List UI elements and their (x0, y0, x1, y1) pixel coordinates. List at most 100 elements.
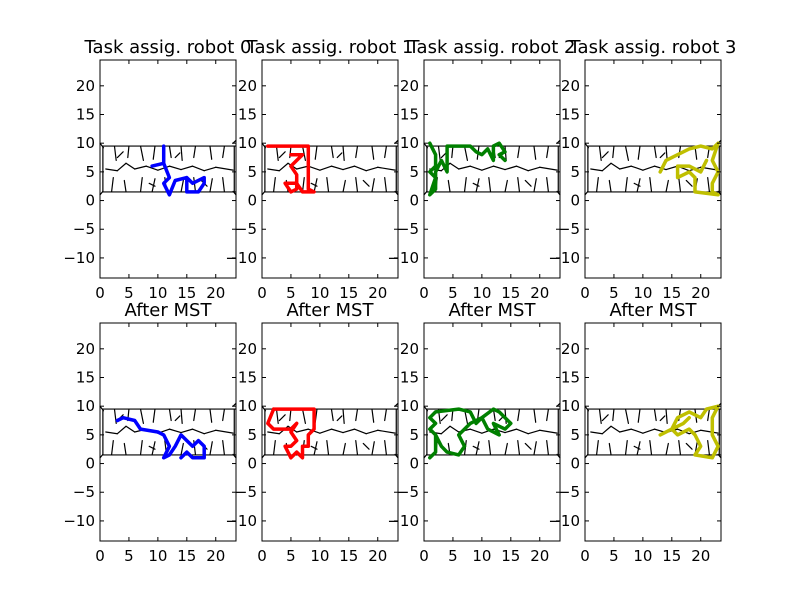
y-tick-label: 15 (238, 106, 257, 124)
y-tick-label: 5 (409, 426, 419, 444)
x-tick-label: 15 (501, 284, 520, 302)
maze-wall (296, 165, 309, 170)
maze-wall (642, 428, 656, 434)
maze-wall (517, 408, 521, 422)
x-tick-label: 5 (609, 547, 619, 565)
axes-frame (261, 322, 399, 542)
maze-wall (148, 182, 156, 187)
maze-wall (608, 442, 612, 456)
maze-wall (193, 177, 197, 193)
maze-wall (314, 145, 318, 160)
x-tick-label: 0 (580, 547, 590, 565)
y-tick-label: 15 (76, 369, 95, 387)
maze-wall (437, 145, 441, 161)
y-tick-label: 15 (238, 369, 257, 387)
maze-wall (707, 440, 711, 456)
y-tick-label: 15 (561, 369, 580, 387)
maze-wall (296, 428, 309, 433)
x-tick-label: 5 (124, 547, 134, 565)
maze-wall (685, 442, 693, 450)
y-tick-label: 5 (409, 163, 419, 181)
maze-wall (595, 177, 599, 193)
robot-path (150, 144, 206, 197)
x-tick-label: 10 (310, 547, 329, 565)
maze-wall (127, 145, 130, 159)
axes-frame (584, 59, 722, 279)
maze-wall (637, 408, 641, 423)
x-tick-label: 5 (448, 547, 458, 565)
subplot-2: 0 5 10 15 20 −10 −5 0 5 10 15 20 Task assig. robot 2 (387, 37, 575, 302)
subplot-6: 0 5 10 15 20 −10 −5 0 5 10 15 20 After MST (387, 300, 561, 565)
maze-wall (515, 165, 529, 172)
maze-wall (488, 177, 492, 193)
robot-path (115, 415, 206, 460)
maze-wall (180, 145, 183, 161)
y-tick-label: 5 (85, 426, 95, 444)
maze-wall (598, 145, 602, 161)
maze-wall (222, 145, 226, 159)
subplot-5: 0 5 10 15 20 −10 −5 0 5 10 15 20 After MST (225, 300, 399, 565)
y-tick-label: 0 (247, 455, 257, 473)
maze-wall (180, 442, 184, 456)
maze-wall (157, 165, 171, 171)
maze-wall (105, 431, 118, 435)
maze-wall (180, 179, 184, 193)
maze-wall (180, 428, 194, 434)
x-tick-label: 10 (472, 284, 491, 302)
axes-frame (99, 322, 237, 542)
x-tick-label: 15 (501, 547, 520, 565)
subplot-0: 0 5 10 15 20 −10 −5 0 5 10 15 20 Task assig. robot 0 (63, 37, 251, 302)
subplot-title: Task assig. robot 1 (246, 37, 414, 58)
maze-wall (533, 145, 537, 160)
maze-wall (342, 428, 356, 434)
maze-wall (517, 145, 521, 159)
maze-wall (99, 405, 105, 412)
maze-wall (463, 145, 469, 161)
maze-wall (504, 442, 508, 456)
maze-wall (301, 145, 307, 161)
maze-wall (105, 168, 118, 172)
robot-path (428, 407, 513, 460)
y-tick-label: −10 (548, 512, 580, 530)
maze-wall (180, 165, 194, 171)
maze-wall (180, 408, 183, 424)
maze-wall (707, 408, 711, 422)
maze-wall (168, 165, 182, 171)
maze-wall (310, 182, 318, 187)
maze-wall (139, 177, 143, 193)
maze-wall (595, 440, 599, 456)
y-tick-label: 0 (85, 455, 95, 473)
subplot-title: Task assig. robot 3 (569, 37, 737, 58)
maze-wall (601, 162, 612, 172)
maze-wall (488, 440, 492, 456)
plot-area (262, 60, 398, 278)
maze-wall (610, 425, 621, 433)
maze-wall (215, 166, 234, 171)
maze-wall (546, 440, 550, 456)
maze-wall (527, 429, 541, 435)
maze-wall (365, 166, 379, 172)
y-tick-label: 10 (76, 397, 95, 415)
maze-wall (524, 179, 532, 187)
maze-wall (624, 440, 628, 456)
maze-wall (123, 442, 127, 456)
maze-wall (326, 177, 330, 193)
x-tick-label: 0 (580, 284, 590, 302)
maze-wall (653, 145, 657, 159)
subplot-title: After MST (449, 300, 537, 321)
maze-wall (125, 162, 136, 170)
maze-wall (633, 445, 641, 450)
maze-wall (275, 408, 279, 424)
maze-wall (624, 408, 630, 424)
maze-wall (307, 165, 321, 171)
maze-wall (700, 429, 719, 434)
subplot-3: 0 5 10 15 20 −10 −5 0 5 10 15 20 Task assig. robot 3 (548, 37, 736, 302)
maze-wall (261, 405, 267, 412)
subplot-title: After MST (287, 300, 375, 321)
y-tick-label: −5 (558, 483, 580, 501)
maze-wall (590, 168, 603, 172)
maze-wall (472, 182, 480, 187)
axes-frame (99, 59, 237, 279)
maze-wall (517, 177, 521, 193)
maze-wall (209, 178, 213, 193)
